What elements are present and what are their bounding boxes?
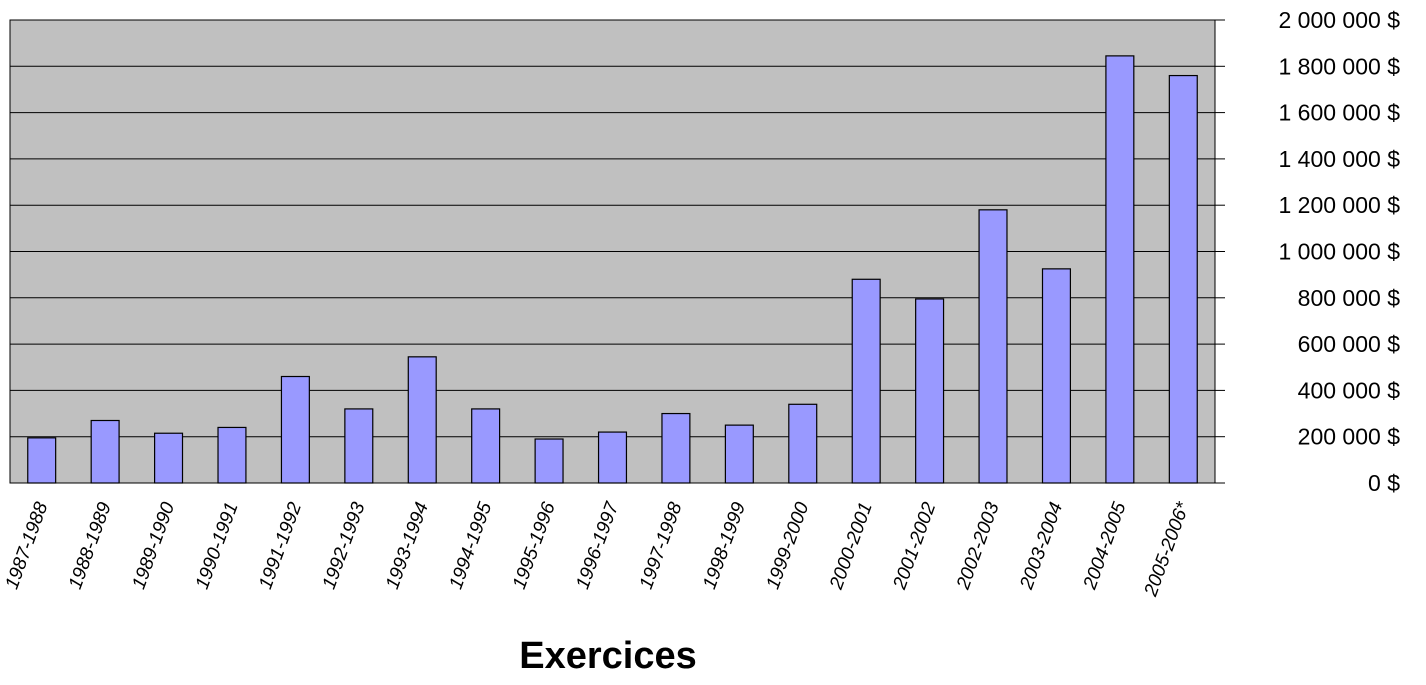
bar (1168, 74, 1198, 484)
y-tick-label: 1 800 000 $ (1278, 53, 1400, 79)
bar (978, 209, 1008, 484)
x-tick-label: 1993-1994 (382, 500, 433, 593)
y-tick-label: 1 000 000 $ (1278, 239, 1400, 265)
x-tick-label: 1999-2000 (763, 499, 814, 592)
x-tick-label: 1989-1990 (128, 499, 179, 592)
y-tick-label: 2 000 000 $ (1278, 7, 1400, 33)
y-tick-label: 1 600 000 $ (1278, 100, 1400, 126)
bar (344, 408, 374, 484)
x-tick-label: 2003-2004 (1016, 500, 1067, 594)
y-tick-label: 200 000 $ (1298, 424, 1401, 450)
y-tick-label: 0 $ (1368, 470, 1400, 496)
bar (217, 426, 247, 484)
bar (661, 412, 691, 484)
x-tick-label: 1990-1991 (192, 500, 243, 593)
bar (407, 356, 437, 484)
x-tick-label: 2000-2001 (826, 500, 877, 594)
x-tick-label: 1987-1988 (2, 499, 53, 592)
bar (471, 408, 501, 484)
x-tick-label: 1992-1993 (319, 499, 370, 592)
y-tick-label: 600 000 $ (1298, 331, 1401, 357)
y-tick-label: 1 200 000 $ (1278, 192, 1400, 218)
x-tick-label: 1988-1989 (65, 499, 116, 592)
bar (788, 403, 818, 484)
bar (27, 437, 57, 484)
x-axis-ticks: 1987-1988 1988-1989 1989-1990 1990-1991 1991… (2, 498, 1195, 600)
x-tick-label: 1997-1998 (636, 499, 687, 592)
bars (27, 55, 1198, 484)
bar (1105, 55, 1135, 484)
x-tick-label: 1995-1996 (509, 499, 560, 592)
x-tick-label: 1998-1999 (699, 499, 750, 592)
y-axis-ticks: 0 $ 200 000 $ 400 000 $ 600 000 $ 800 000 $ 1… (1278, 7, 1400, 496)
y-tick-label: 1 400 000 $ (1278, 146, 1400, 172)
bar (90, 419, 120, 484)
x-tick-label: 2005-2006* (1140, 499, 1194, 600)
bar (534, 438, 564, 484)
bar (154, 432, 184, 484)
x-tick-label: 1991-1992 (255, 499, 306, 592)
bar (597, 431, 628, 484)
bar (724, 424, 754, 484)
bar (1041, 268, 1072, 484)
gridlines (10, 19, 1225, 484)
x-tick-label: 1996-1997 (572, 498, 623, 592)
bar (851, 278, 881, 484)
bar (915, 298, 945, 484)
x-tick-label: 2001-2002 (889, 499, 940, 593)
y-tick-label: 400 000 $ (1298, 377, 1401, 403)
y-tick-label: 800 000 $ (1298, 285, 1401, 311)
x-axis-title: Exercices (519, 635, 697, 677)
x-tick-label: 1994-1995 (446, 499, 497, 592)
x-tick-label: 2004-2005 (1079, 499, 1130, 593)
x-tick-label: 2002-2003 (953, 499, 1004, 593)
bar (280, 375, 310, 484)
